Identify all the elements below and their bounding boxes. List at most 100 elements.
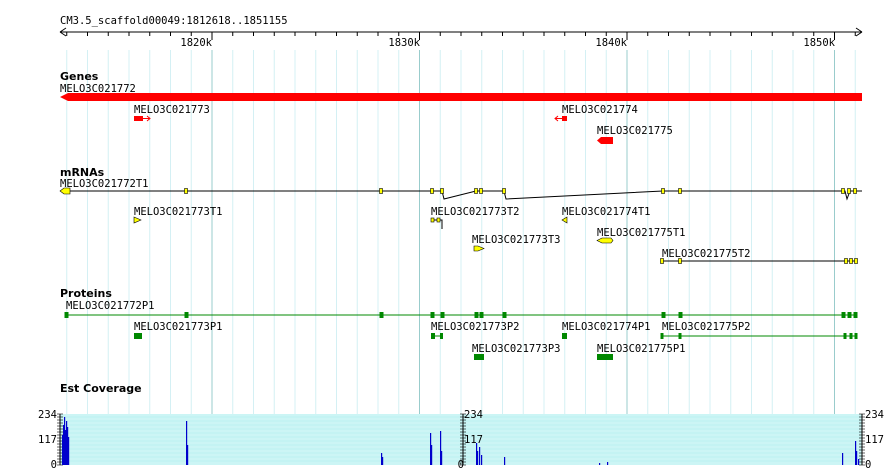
protein [64, 312, 858, 318]
cds [440, 333, 443, 339]
gene [60, 93, 862, 101]
scale-label: 234 [38, 409, 57, 421]
scale-label: 117 [865, 434, 884, 446]
cds [440, 312, 445, 318]
grid [66, 50, 856, 465]
cds [134, 333, 142, 339]
scale-label: 234 [464, 409, 483, 421]
cds [474, 354, 484, 360]
coverage-bar [479, 447, 481, 465]
coverage-bar [607, 462, 609, 465]
scale-label: 117 [464, 434, 483, 446]
cds [184, 312, 189, 318]
ruler-tick-label: 1850k [803, 37, 835, 49]
feature-label: MELO3C021773P1 [134, 321, 223, 333]
cds [430, 312, 435, 318]
cds [474, 312, 479, 318]
exon [844, 258, 848, 264]
exon [660, 258, 664, 264]
ruler-arrows [59, 27, 863, 37]
exon [440, 188, 444, 194]
exon [561, 216, 568, 224]
cds [660, 333, 664, 339]
coverage-bar [504, 457, 506, 465]
coverage-bar [599, 463, 601, 465]
cds [678, 333, 682, 339]
exon [596, 237, 614, 244]
cds [841, 312, 846, 318]
coverage-bar [67, 427, 69, 465]
exon [479, 188, 483, 194]
cds [854, 333, 858, 339]
coverage-bar [430, 433, 432, 465]
scale-label: 117 [38, 434, 57, 446]
coverage-bar [477, 451, 479, 465]
coverage-bar [855, 441, 857, 465]
cds [431, 333, 435, 339]
feature-label: MELO3C021775P2 [662, 321, 751, 333]
coverage-bar [441, 451, 443, 465]
gene [597, 137, 613, 144]
feature-label: MELO3C021772T1 [60, 178, 149, 190]
feature-label: MELO3C021772P1 [66, 300, 155, 312]
feature-label: MELO3C021775T1 [597, 227, 686, 239]
scale-label: 234 [865, 409, 884, 421]
exon [853, 188, 857, 194]
feature-label: MELO3C021774T1 [562, 206, 651, 218]
coverage-bar [381, 453, 383, 465]
strand-arrow [143, 115, 151, 122]
cds [479, 312, 484, 318]
exon [473, 245, 485, 252]
exon [436, 217, 441, 223]
exon [430, 188, 434, 194]
scale-label: 0 [51, 459, 57, 470]
ruler-ticks [66, 32, 856, 40]
feature-label: MELO3C021772 [60, 83, 136, 95]
cds [661, 312, 666, 318]
feature-label: MELO3C021773P2 [431, 321, 520, 333]
exon [854, 258, 858, 264]
coverage-bar [858, 459, 860, 465]
ruler-label: CM3.5_scaffold00049:1812618..1851155 [60, 15, 288, 27]
feature-label: MELO3C021775P1 [597, 343, 686, 355]
feature-label: MELO3C021774P1 [562, 321, 651, 333]
feature-label: MELO3C021775 [597, 125, 673, 137]
feature-label: MELO3C021774 [562, 104, 638, 116]
exon [841, 188, 845, 194]
ruler-tick-label: 1830k [388, 37, 420, 49]
coverage-bar [62, 435, 64, 465]
exon [849, 258, 853, 264]
exon [133, 216, 142, 224]
coverage-bar [481, 455, 483, 465]
cds [379, 312, 384, 318]
exon [379, 188, 383, 194]
exon [678, 188, 682, 194]
coverage-bar [382, 457, 384, 465]
feature-label: MELO3C021773 [134, 104, 210, 116]
coverage-bar [187, 445, 189, 465]
exon [184, 188, 188, 194]
exon [59, 187, 71, 195]
exon [430, 217, 435, 223]
cds [853, 312, 858, 318]
coverage-bar [856, 451, 858, 465]
feature-label: MELO3C021773T3 [472, 234, 561, 246]
coverage-bar [431, 445, 433, 465]
strand-arrow [554, 115, 562, 122]
coverage-bar [63, 425, 65, 465]
exon [502, 188, 506, 194]
feature-label: MELO3C021773T1 [134, 206, 223, 218]
gene [134, 116, 143, 121]
cds [843, 333, 847, 339]
cds [678, 312, 683, 318]
feature-label: MELO3C021775T2 [662, 248, 751, 260]
exon [474, 188, 478, 194]
intron-line [431, 219, 443, 229]
cds [849, 333, 853, 339]
coverage-bar [186, 421, 188, 465]
track-title: mRNAs [60, 166, 105, 179]
ruler-tick-label: 1840k [595, 37, 627, 49]
intron-line [70, 190, 862, 201]
